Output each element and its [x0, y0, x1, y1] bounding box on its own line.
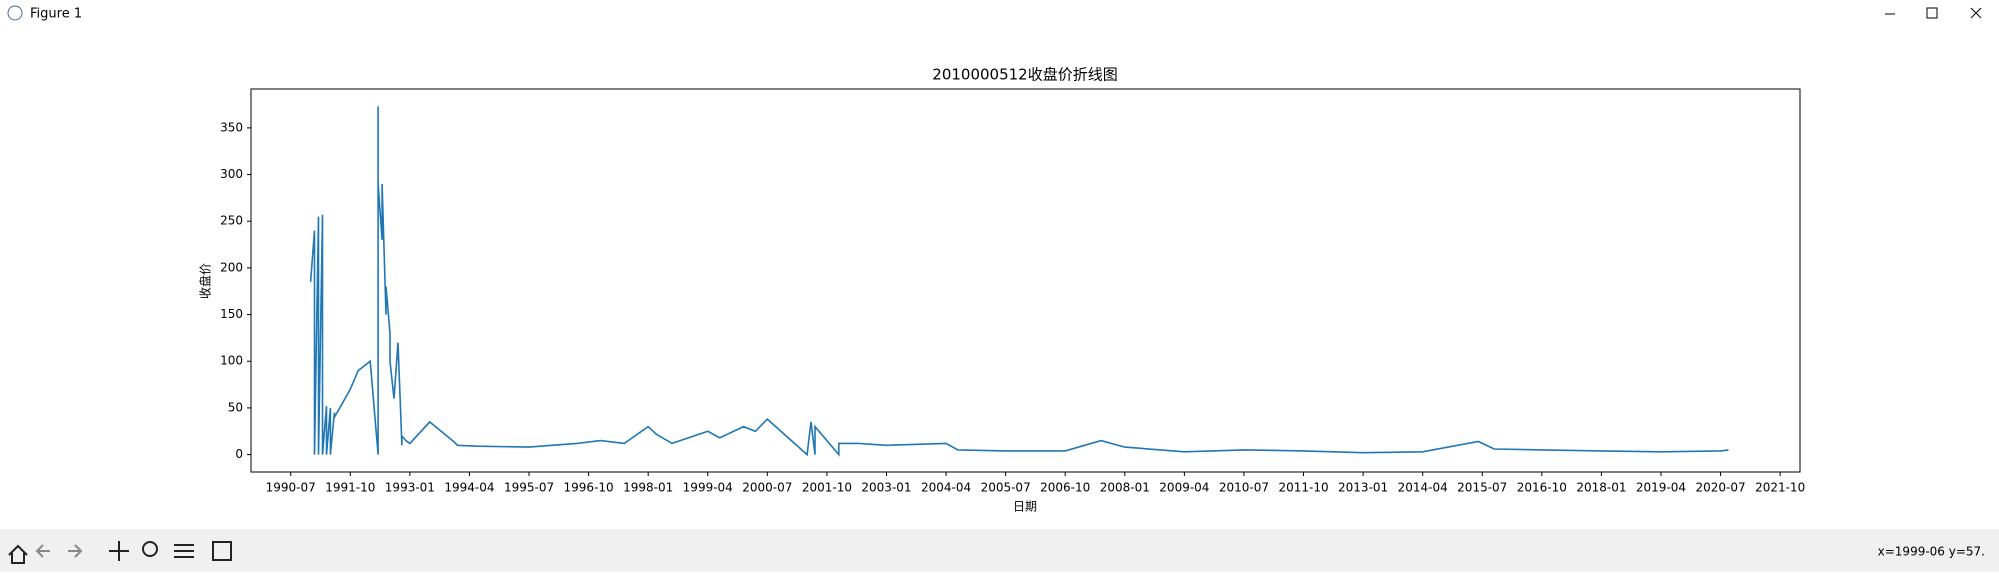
x-tick-label: 2018-01: [1576, 481, 1626, 495]
price-line: [309, 106, 1729, 457]
x-tick-label: 2015-07: [1457, 481, 1507, 495]
y-tick-label: 100: [220, 354, 243, 368]
x-tick-label: 2010-07: [1219, 481, 1269, 495]
title-bar: [0, 0, 1999, 28]
x-tick-label: 2005-07: [981, 481, 1031, 495]
save-button[interactable]: [212, 541, 232, 561]
x-tick-label: 2001-10: [802, 481, 852, 495]
forward-button[interactable]: [68, 544, 83, 558]
axes-frame: [250, 88, 1801, 473]
x-tick-label: 2011-10: [1278, 481, 1328, 495]
zoom-button[interactable]: [142, 541, 158, 557]
y-tick-label: 250: [220, 214, 243, 228]
y-tick-label: 200: [220, 260, 243, 274]
x-tick-label: 2004-04: [921, 481, 971, 495]
y-tick-label: 50: [228, 400, 243, 414]
x-tick-label: 1998-01: [623, 481, 673, 495]
x-tick-label: 1990-07: [266, 481, 316, 495]
x-tick-label: 2000-07: [742, 481, 792, 495]
x-tick-label: 1994-04: [444, 481, 494, 495]
x-axis-label: 日期: [1013, 500, 1037, 514]
x-tick-label: 2013-01: [1338, 481, 1388, 495]
back-button[interactable]: [35, 544, 50, 558]
home-button[interactable]: [8, 544, 28, 564]
toolbar: [0, 529, 1999, 572]
close-button[interactable]: [1970, 7, 1982, 19]
x-tick-label: 2016-10: [1517, 481, 1567, 495]
configure-button[interactable]: [174, 544, 194, 558]
x-tick-label: 2006-10: [1040, 481, 1090, 495]
x-tick-label: 2020-07: [1695, 481, 1745, 495]
x-tick-label: 1991-10: [325, 481, 375, 495]
x-tick-label: 2014-04: [1398, 481, 1448, 495]
status-text: x=1999-06 y=57.: [1878, 545, 1985, 559]
x-tick-label: 1993-01: [385, 481, 435, 495]
x-tick-label: 1995-07: [504, 481, 554, 495]
pan-button[interactable]: [109, 541, 129, 561]
x-tick-label: 2009-04: [1159, 481, 1209, 495]
x-tick-label: 2003-01: [861, 481, 911, 495]
x-tick-label: 1996-10: [564, 481, 614, 495]
y-tick-label: 300: [220, 167, 243, 181]
y-axis-label: 收盘价: [198, 263, 213, 299]
chart-title: 2010000512收盘价折线图: [932, 66, 1117, 84]
maximize-button[interactable]: [1926, 7, 1938, 19]
app-icon: [7, 5, 23, 21]
y-tick-label: 150: [220, 307, 243, 321]
x-tick-label: 2021-10: [1755, 481, 1805, 495]
x-tick-label: 1999-04: [683, 481, 733, 495]
y-tick-label: 0: [235, 447, 243, 461]
window-title: Figure 1: [30, 7, 82, 22]
y-tick-label: 350: [220, 120, 243, 134]
x-tick-label: 2008-01: [1100, 481, 1150, 495]
x-tick-label: 2019-04: [1636, 481, 1686, 495]
